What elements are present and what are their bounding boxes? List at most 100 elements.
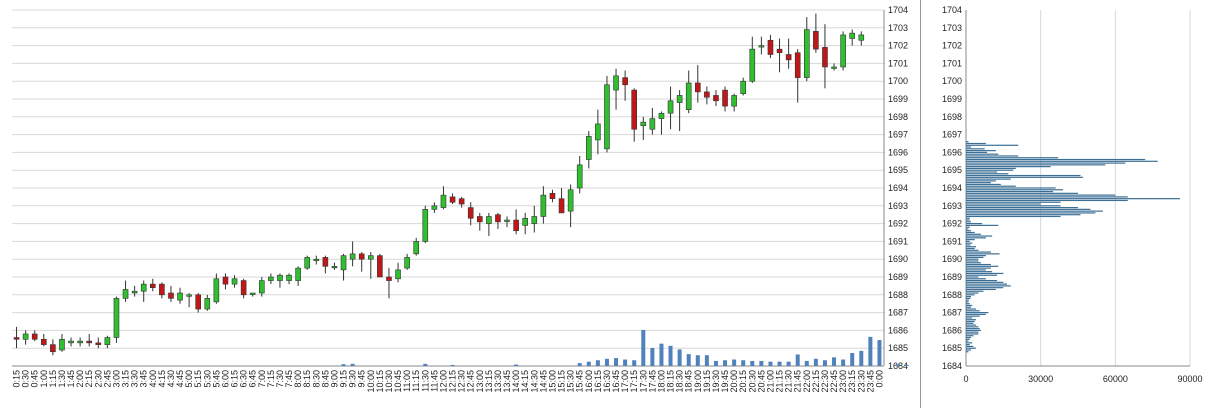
profile-bar xyxy=(966,214,1081,216)
x-tick-label: 20:15 xyxy=(738,370,748,393)
candle-up xyxy=(831,66,837,69)
volume-bar xyxy=(695,355,700,366)
candle-up xyxy=(604,84,610,150)
profile-x-tick-label: 90000 xyxy=(1177,374,1202,384)
x-tick-label: 6:15 xyxy=(230,370,240,388)
profile-bar xyxy=(966,240,970,242)
candle-up xyxy=(540,194,547,217)
profile-bar xyxy=(966,141,969,143)
candle-up xyxy=(131,290,138,294)
candle-down xyxy=(513,219,519,232)
volume-bar xyxy=(586,361,591,366)
profile-bar xyxy=(966,290,984,292)
x-tick-label: 12:45 xyxy=(466,370,476,393)
x-tick-label: 13:00 xyxy=(475,370,485,393)
x-tick-label: 12:00 xyxy=(438,370,448,393)
profile-bar xyxy=(966,299,969,301)
profile-bar xyxy=(966,190,1054,193)
candle-up xyxy=(122,289,129,299)
profile-bar xyxy=(966,315,980,317)
candle-up xyxy=(59,338,65,351)
profile-bar xyxy=(966,224,999,226)
candle-up xyxy=(731,95,737,107)
y-tick-label: 1697 xyxy=(888,130,908,140)
profile-y-tick-label: 1690 xyxy=(942,254,962,264)
profile-bar xyxy=(966,265,999,267)
profile-bar xyxy=(966,194,1116,196)
profile-x-tick-label: 30000 xyxy=(1028,374,1053,384)
profile-bar xyxy=(966,336,971,339)
volume-bar xyxy=(659,343,664,366)
candle-up xyxy=(104,337,111,345)
profile-y-tick-label: 1700 xyxy=(942,76,962,86)
candle-up xyxy=(349,253,356,260)
x-tick-label: 15:45 xyxy=(575,370,585,393)
volume-bar xyxy=(813,358,818,366)
x-tick-label: 17:15 xyxy=(629,370,639,393)
profile-bar xyxy=(966,221,971,223)
y-tick-label: 1704 xyxy=(888,5,908,15)
profile-bar xyxy=(966,285,1011,287)
profile-bar xyxy=(966,206,1078,209)
volume-bar xyxy=(904,365,909,366)
candle-down xyxy=(622,77,628,86)
profile-bar xyxy=(966,294,975,296)
profile-bar xyxy=(966,144,1019,146)
x-tick-label: 7:45 xyxy=(284,370,294,388)
profile-bar xyxy=(966,347,976,349)
profile-y-tick-label: 1684 xyxy=(942,361,962,371)
candle-up xyxy=(522,217,529,226)
candle-down xyxy=(785,54,792,61)
y-tick-label: 1703 xyxy=(888,23,908,33)
y-tick-label: 1691 xyxy=(888,236,908,246)
y-tick-label: 1702 xyxy=(888,41,908,51)
candle-down xyxy=(776,48,783,54)
x-tick-label: 7:30 xyxy=(275,370,285,388)
x-tick-label: 14:30 xyxy=(529,370,539,393)
candle-up xyxy=(68,340,74,344)
profile-bar xyxy=(966,228,969,230)
profile-bar xyxy=(966,166,1051,168)
volume-bar xyxy=(723,360,728,366)
x-tick-label: 3:45 xyxy=(139,370,149,388)
volume-bar xyxy=(750,360,755,366)
candle-down xyxy=(467,207,474,219)
candle-up xyxy=(286,274,292,281)
profile-bar xyxy=(966,182,991,184)
x-tick-label: 22:30 xyxy=(820,370,830,393)
candle-up xyxy=(504,219,510,222)
profile-bar xyxy=(966,349,971,351)
profile-bar xyxy=(966,274,998,276)
candle-down xyxy=(558,198,565,214)
profile-bar xyxy=(966,283,1008,285)
x-tick-label: 1:00 xyxy=(39,370,49,388)
profile-bar xyxy=(966,258,979,260)
x-tick-label: 14:00 xyxy=(511,370,521,393)
x-tick-label: 13:45 xyxy=(502,370,512,393)
x-tick-label: 14:45 xyxy=(538,370,548,393)
x-tick-label: 15:00 xyxy=(547,370,557,393)
candle-down xyxy=(222,276,229,285)
candle-up xyxy=(313,258,320,262)
x-tick-label: 15:30 xyxy=(566,370,576,393)
x-tick-label: 5:45 xyxy=(211,370,221,388)
candle-up xyxy=(422,209,429,242)
candle-up xyxy=(840,34,846,68)
profile-y-tick-label: 1699 xyxy=(942,94,962,104)
x-tick-label: 4:15 xyxy=(157,370,167,388)
profile-y-tick-label: 1686 xyxy=(942,325,962,335)
x-tick-label: 9:15 xyxy=(339,370,349,388)
candle-up xyxy=(204,298,211,310)
profile-bar xyxy=(966,276,979,278)
candle-up xyxy=(77,340,83,344)
profile-bar xyxy=(966,237,986,239)
x-tick-label: 3:00 xyxy=(111,370,121,388)
candle-up xyxy=(531,216,538,224)
volume-bar xyxy=(686,354,691,366)
profile-bar xyxy=(966,217,970,219)
candle-up xyxy=(258,280,265,294)
profile-bar xyxy=(966,244,971,246)
profile-bar xyxy=(966,331,979,333)
candle-up xyxy=(667,100,674,114)
x-tick-label: 16:15 xyxy=(593,370,603,393)
